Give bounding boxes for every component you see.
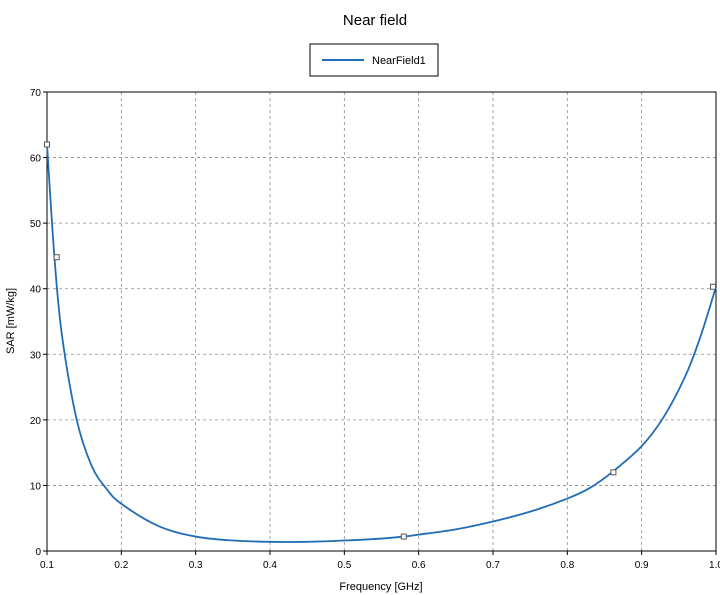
y-tick-label: 30 xyxy=(30,350,42,361)
legend-label: NearField1 xyxy=(372,55,426,67)
x-tick-label: 0.4 xyxy=(263,560,277,571)
series-line-nearfield1 xyxy=(46,144,717,543)
grid xyxy=(47,92,716,551)
series xyxy=(44,141,717,543)
y-tick-label: 0 xyxy=(35,547,41,558)
y-tick-label: 20 xyxy=(30,416,42,427)
x-tick-label: 0.9 xyxy=(635,560,649,571)
x-tick-label: 0.5 xyxy=(337,560,351,571)
y-tick-label: 50 xyxy=(30,219,42,230)
legend: NearField1 xyxy=(309,43,439,77)
x-tick-label: 0.2 xyxy=(114,560,128,571)
x-tick-label: 0.6 xyxy=(412,560,426,571)
x-axis-label: Frequency [GHz] xyxy=(339,581,422,593)
data-marker xyxy=(53,254,60,261)
y-tick-label: 60 xyxy=(30,154,42,165)
plot-area xyxy=(46,91,717,552)
x-tick-label: 0.8 xyxy=(560,560,574,571)
x-tick-label: 1.0 xyxy=(709,560,720,571)
data-marker xyxy=(710,283,716,290)
data-marker xyxy=(400,533,407,540)
x-tick-label: 0.3 xyxy=(189,560,203,571)
ticks: 0.1 0.2 0.3 0.4 0.5 0.6 0.7 0.8 0.9 1.0 0 10 20 30 40 5… xyxy=(30,88,720,571)
y-tick-label: 10 xyxy=(30,481,42,492)
data-marker xyxy=(610,469,617,476)
y-tick-label: 70 xyxy=(30,88,42,99)
y-tick-label: 40 xyxy=(30,285,42,296)
data-marker xyxy=(44,141,50,148)
chart-title: Near field xyxy=(343,12,407,29)
y-axis-label: SAR [mW/kg] xyxy=(5,288,17,354)
x-tick-label: 0.1 xyxy=(40,560,54,571)
x-tick-label: 0.7 xyxy=(486,560,500,571)
